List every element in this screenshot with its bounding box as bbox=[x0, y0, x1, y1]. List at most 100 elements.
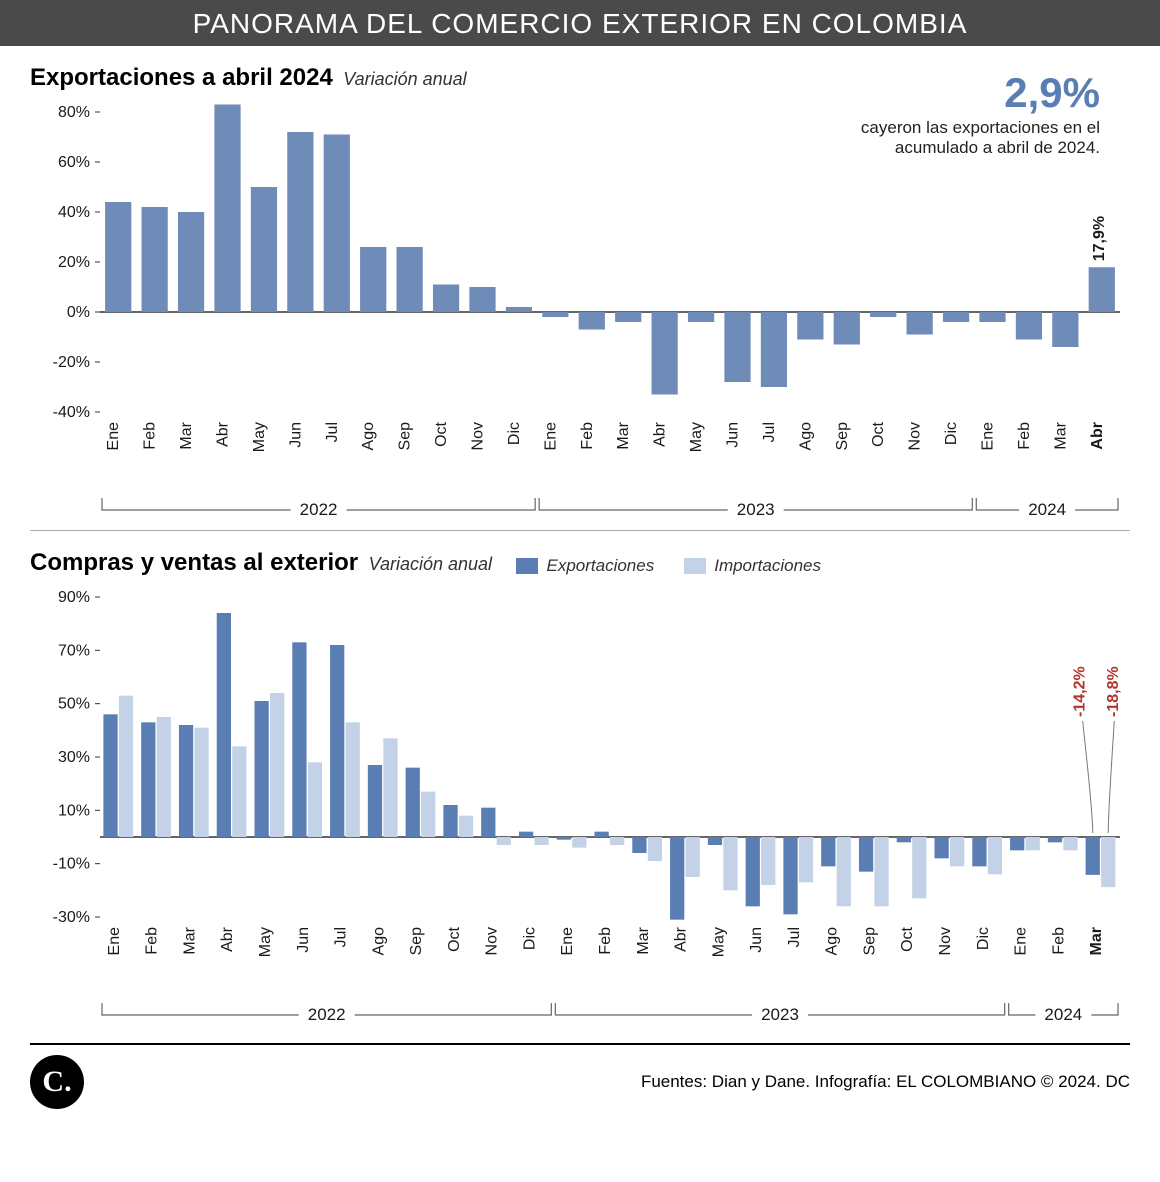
svg-text:20%: 20% bbox=[58, 254, 90, 271]
svg-text:Nov: Nov bbox=[937, 927, 954, 955]
chart2-legend: Exportaciones Importaciones bbox=[516, 556, 821, 576]
svg-text:-20%: -20% bbox=[53, 354, 90, 371]
header-band: PANORAMA DEL COMERCIO EXTERIOR EN COLOMB… bbox=[0, 0, 1160, 46]
svg-text:70%: 70% bbox=[58, 642, 90, 659]
svg-text:-14,2%: -14,2% bbox=[1072, 666, 1089, 717]
svg-text:May: May bbox=[688, 422, 705, 452]
svg-text:Sep: Sep bbox=[408, 927, 425, 956]
chart2-svg: -30% -10% 10% 30% 50% 70% 90% -14,2% -18,8% Ene Fe… bbox=[30, 577, 1140, 1027]
svg-text:Jul: Jul bbox=[333, 927, 350, 947]
svg-text:May: May bbox=[710, 927, 727, 957]
svg-text:30%: 30% bbox=[58, 749, 90, 766]
svg-text:80%: 80% bbox=[58, 104, 90, 121]
svg-text:Ene: Ene bbox=[559, 927, 576, 956]
svg-text:Nov: Nov bbox=[470, 422, 487, 450]
svg-text:2024: 2024 bbox=[1028, 500, 1066, 519]
svg-text:Sep: Sep bbox=[397, 422, 414, 451]
svg-text:Mar: Mar bbox=[1088, 927, 1105, 955]
svg-text:Feb: Feb bbox=[1016, 422, 1033, 450]
svg-text:-18,8%: -18,8% bbox=[1105, 666, 1122, 717]
svg-text:Feb: Feb bbox=[597, 927, 614, 955]
svg-text:Oct: Oct bbox=[899, 926, 916, 951]
svg-text:2023: 2023 bbox=[737, 500, 775, 519]
svg-text:10%: 10% bbox=[58, 802, 90, 819]
svg-text:May: May bbox=[251, 422, 268, 452]
legend-exports: Exportaciones bbox=[516, 556, 654, 576]
svg-text:Mar: Mar bbox=[178, 421, 195, 449]
svg-text:Ene: Ene bbox=[980, 422, 997, 451]
legend-imports-label: Importaciones bbox=[714, 556, 821, 576]
svg-text:Nov: Nov bbox=[484, 927, 501, 955]
svg-text:0%: 0% bbox=[67, 304, 90, 321]
svg-text:Sep: Sep bbox=[834, 422, 851, 451]
legend-exports-label: Exportaciones bbox=[546, 556, 654, 576]
svg-text:-10%: -10% bbox=[53, 856, 90, 873]
svg-text:-30%: -30% bbox=[53, 909, 90, 926]
svg-text:May: May bbox=[257, 927, 274, 957]
svg-text:-40%: -40% bbox=[53, 404, 90, 421]
svg-text:Jun: Jun bbox=[287, 422, 304, 448]
svg-text:Sep: Sep bbox=[861, 927, 878, 956]
svg-text:Feb: Feb bbox=[579, 422, 596, 450]
svg-text:Dic: Dic bbox=[975, 927, 992, 950]
source-line: Fuentes: Dian y Dane. Infografía: EL COL… bbox=[641, 1072, 1130, 1092]
svg-text:Mar: Mar bbox=[181, 926, 198, 954]
svg-text:Jul: Jul bbox=[761, 422, 778, 442]
svg-text:Jul: Jul bbox=[786, 927, 803, 947]
svg-text:Dic: Dic bbox=[506, 422, 523, 445]
svg-text:Feb: Feb bbox=[1050, 927, 1067, 955]
chart1-callout-text: cayeron las exportaciones en el acumulad… bbox=[840, 118, 1100, 158]
svg-text:Feb: Feb bbox=[144, 927, 161, 955]
svg-text:Ago: Ago bbox=[360, 422, 377, 451]
svg-text:Ene: Ene bbox=[1013, 927, 1030, 956]
publisher-logo: C. bbox=[30, 1055, 84, 1109]
footer: C. Fuentes: Dian y Dane. Infografía: EL … bbox=[30, 1043, 1130, 1129]
svg-text:Ago: Ago bbox=[824, 927, 841, 956]
svg-text:Abr: Abr bbox=[215, 421, 232, 447]
publisher-logo-text: C. bbox=[42, 1065, 71, 1099]
svg-text:Oct: Oct bbox=[870, 421, 887, 446]
svg-text:Jun: Jun bbox=[295, 927, 312, 953]
svg-text:Abr: Abr bbox=[1089, 422, 1106, 450]
svg-text:2024: 2024 bbox=[1044, 1005, 1082, 1024]
svg-text:Mar: Mar bbox=[1052, 421, 1069, 449]
chart1-subtitle: Variación anual bbox=[343, 69, 466, 89]
svg-text:Dic: Dic bbox=[943, 422, 960, 445]
legend-exports-swatch bbox=[516, 558, 538, 574]
svg-text:Mar: Mar bbox=[615, 421, 632, 449]
chart1-callout: 2,9% cayeron las exportaciones en el acu… bbox=[840, 72, 1100, 158]
legend-imports-swatch bbox=[684, 558, 706, 574]
svg-text:Jun: Jun bbox=[748, 927, 765, 953]
chart1-callout-value: 2,9% bbox=[840, 72, 1100, 114]
svg-text:Ene: Ene bbox=[106, 927, 123, 956]
svg-text:Mar: Mar bbox=[635, 926, 652, 954]
svg-text:Ago: Ago bbox=[797, 422, 814, 451]
chart2-title: Compras y ventas al exterior bbox=[30, 549, 358, 576]
svg-text:2022: 2022 bbox=[308, 1005, 346, 1024]
svg-text:Oct: Oct bbox=[433, 421, 450, 446]
svg-text:50%: 50% bbox=[58, 696, 90, 713]
svg-text:Ago: Ago bbox=[370, 927, 387, 956]
svg-text:Nov: Nov bbox=[907, 422, 924, 450]
svg-text:Dic: Dic bbox=[521, 927, 538, 950]
svg-text:90%: 90% bbox=[58, 589, 90, 606]
svg-text:Abr: Abr bbox=[652, 421, 669, 447]
svg-text:Ene: Ene bbox=[542, 422, 559, 451]
chart1-title: Exportaciones a abril 2024 bbox=[30, 64, 333, 91]
svg-text:Abr: Abr bbox=[673, 926, 690, 952]
svg-text:Feb: Feb bbox=[142, 422, 159, 450]
panel-trade: Compras y ventas al exterior Variación a… bbox=[0, 531, 1160, 1035]
svg-text:2022: 2022 bbox=[300, 500, 338, 519]
svg-text:Jun: Jun bbox=[725, 422, 742, 448]
svg-text:Abr: Abr bbox=[219, 926, 236, 952]
svg-text:2023: 2023 bbox=[761, 1005, 799, 1024]
infographic-root: PANORAMA DEL COMERCIO EXTERIOR EN COLOMB… bbox=[0, 0, 1160, 1129]
svg-text:Jul: Jul bbox=[324, 422, 341, 442]
svg-text:Oct: Oct bbox=[446, 926, 463, 951]
svg-text:40%: 40% bbox=[58, 204, 90, 221]
panel-exports: Exportaciones a abril 2024 Variación anu… bbox=[0, 46, 1160, 530]
chart2-subtitle: Variación anual bbox=[369, 554, 492, 574]
svg-text:Ene: Ene bbox=[105, 422, 122, 451]
svg-text:17,9%: 17,9% bbox=[1091, 216, 1108, 261]
svg-text:60%: 60% bbox=[58, 154, 90, 171]
